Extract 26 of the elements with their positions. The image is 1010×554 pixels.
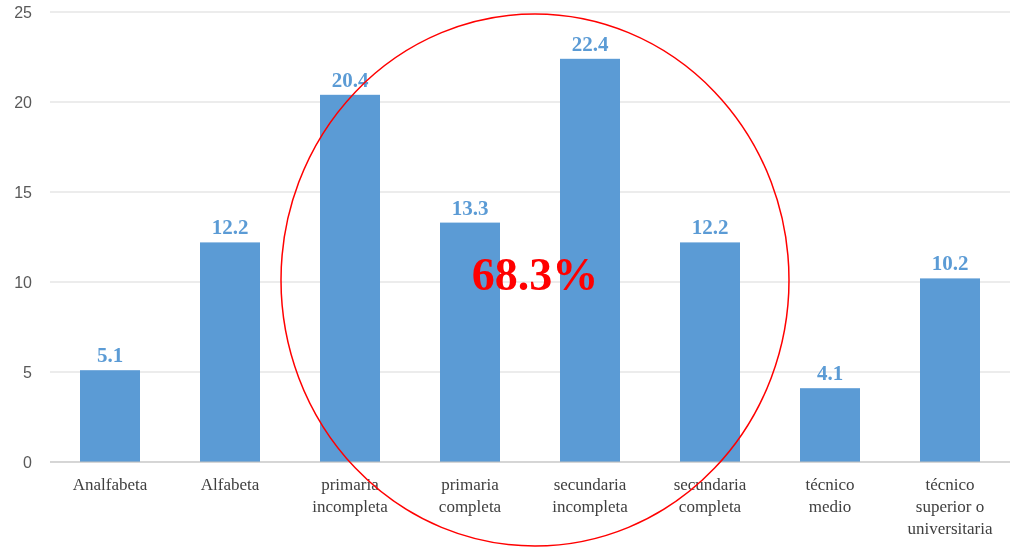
- data-label: 20.4: [331, 67, 369, 92]
- y-tick-label: 25: [14, 3, 33, 21]
- x-tick-label: técnico superior o universitaria: [907, 475, 993, 538]
- y-tick-label: 0: [23, 453, 33, 471]
- x-tick-label: primaria completa: [438, 475, 502, 516]
- data-label: 13.3: [451, 195, 489, 220]
- data-label: 4.1: [816, 361, 844, 386]
- data-label: 12.2: [691, 215, 729, 240]
- bar: [200, 242, 260, 462]
- y-tick-label: 20: [14, 93, 33, 111]
- bar: [80, 370, 140, 462]
- x-tick-label: técnico medio: [805, 475, 855, 516]
- bar: [920, 278, 980, 462]
- data-label: 10.2: [931, 251, 969, 276]
- x-tick-label: Alfabeta: [200, 475, 260, 494]
- y-tick-label: 5: [23, 363, 33, 381]
- bar: [680, 242, 740, 462]
- bar: [320, 94, 380, 462]
- x-tick-label: Analfabeta: [72, 475, 148, 494]
- bar: [800, 388, 860, 462]
- x-tick-label: secundaria incompleta: [552, 475, 629, 516]
- data-label: 22.4: [571, 31, 609, 56]
- y-tick-label: 10: [14, 273, 33, 291]
- data-label: 5.1: [96, 343, 124, 368]
- data-label: 12.2: [211, 215, 249, 240]
- y-tick-label: 15: [14, 183, 33, 201]
